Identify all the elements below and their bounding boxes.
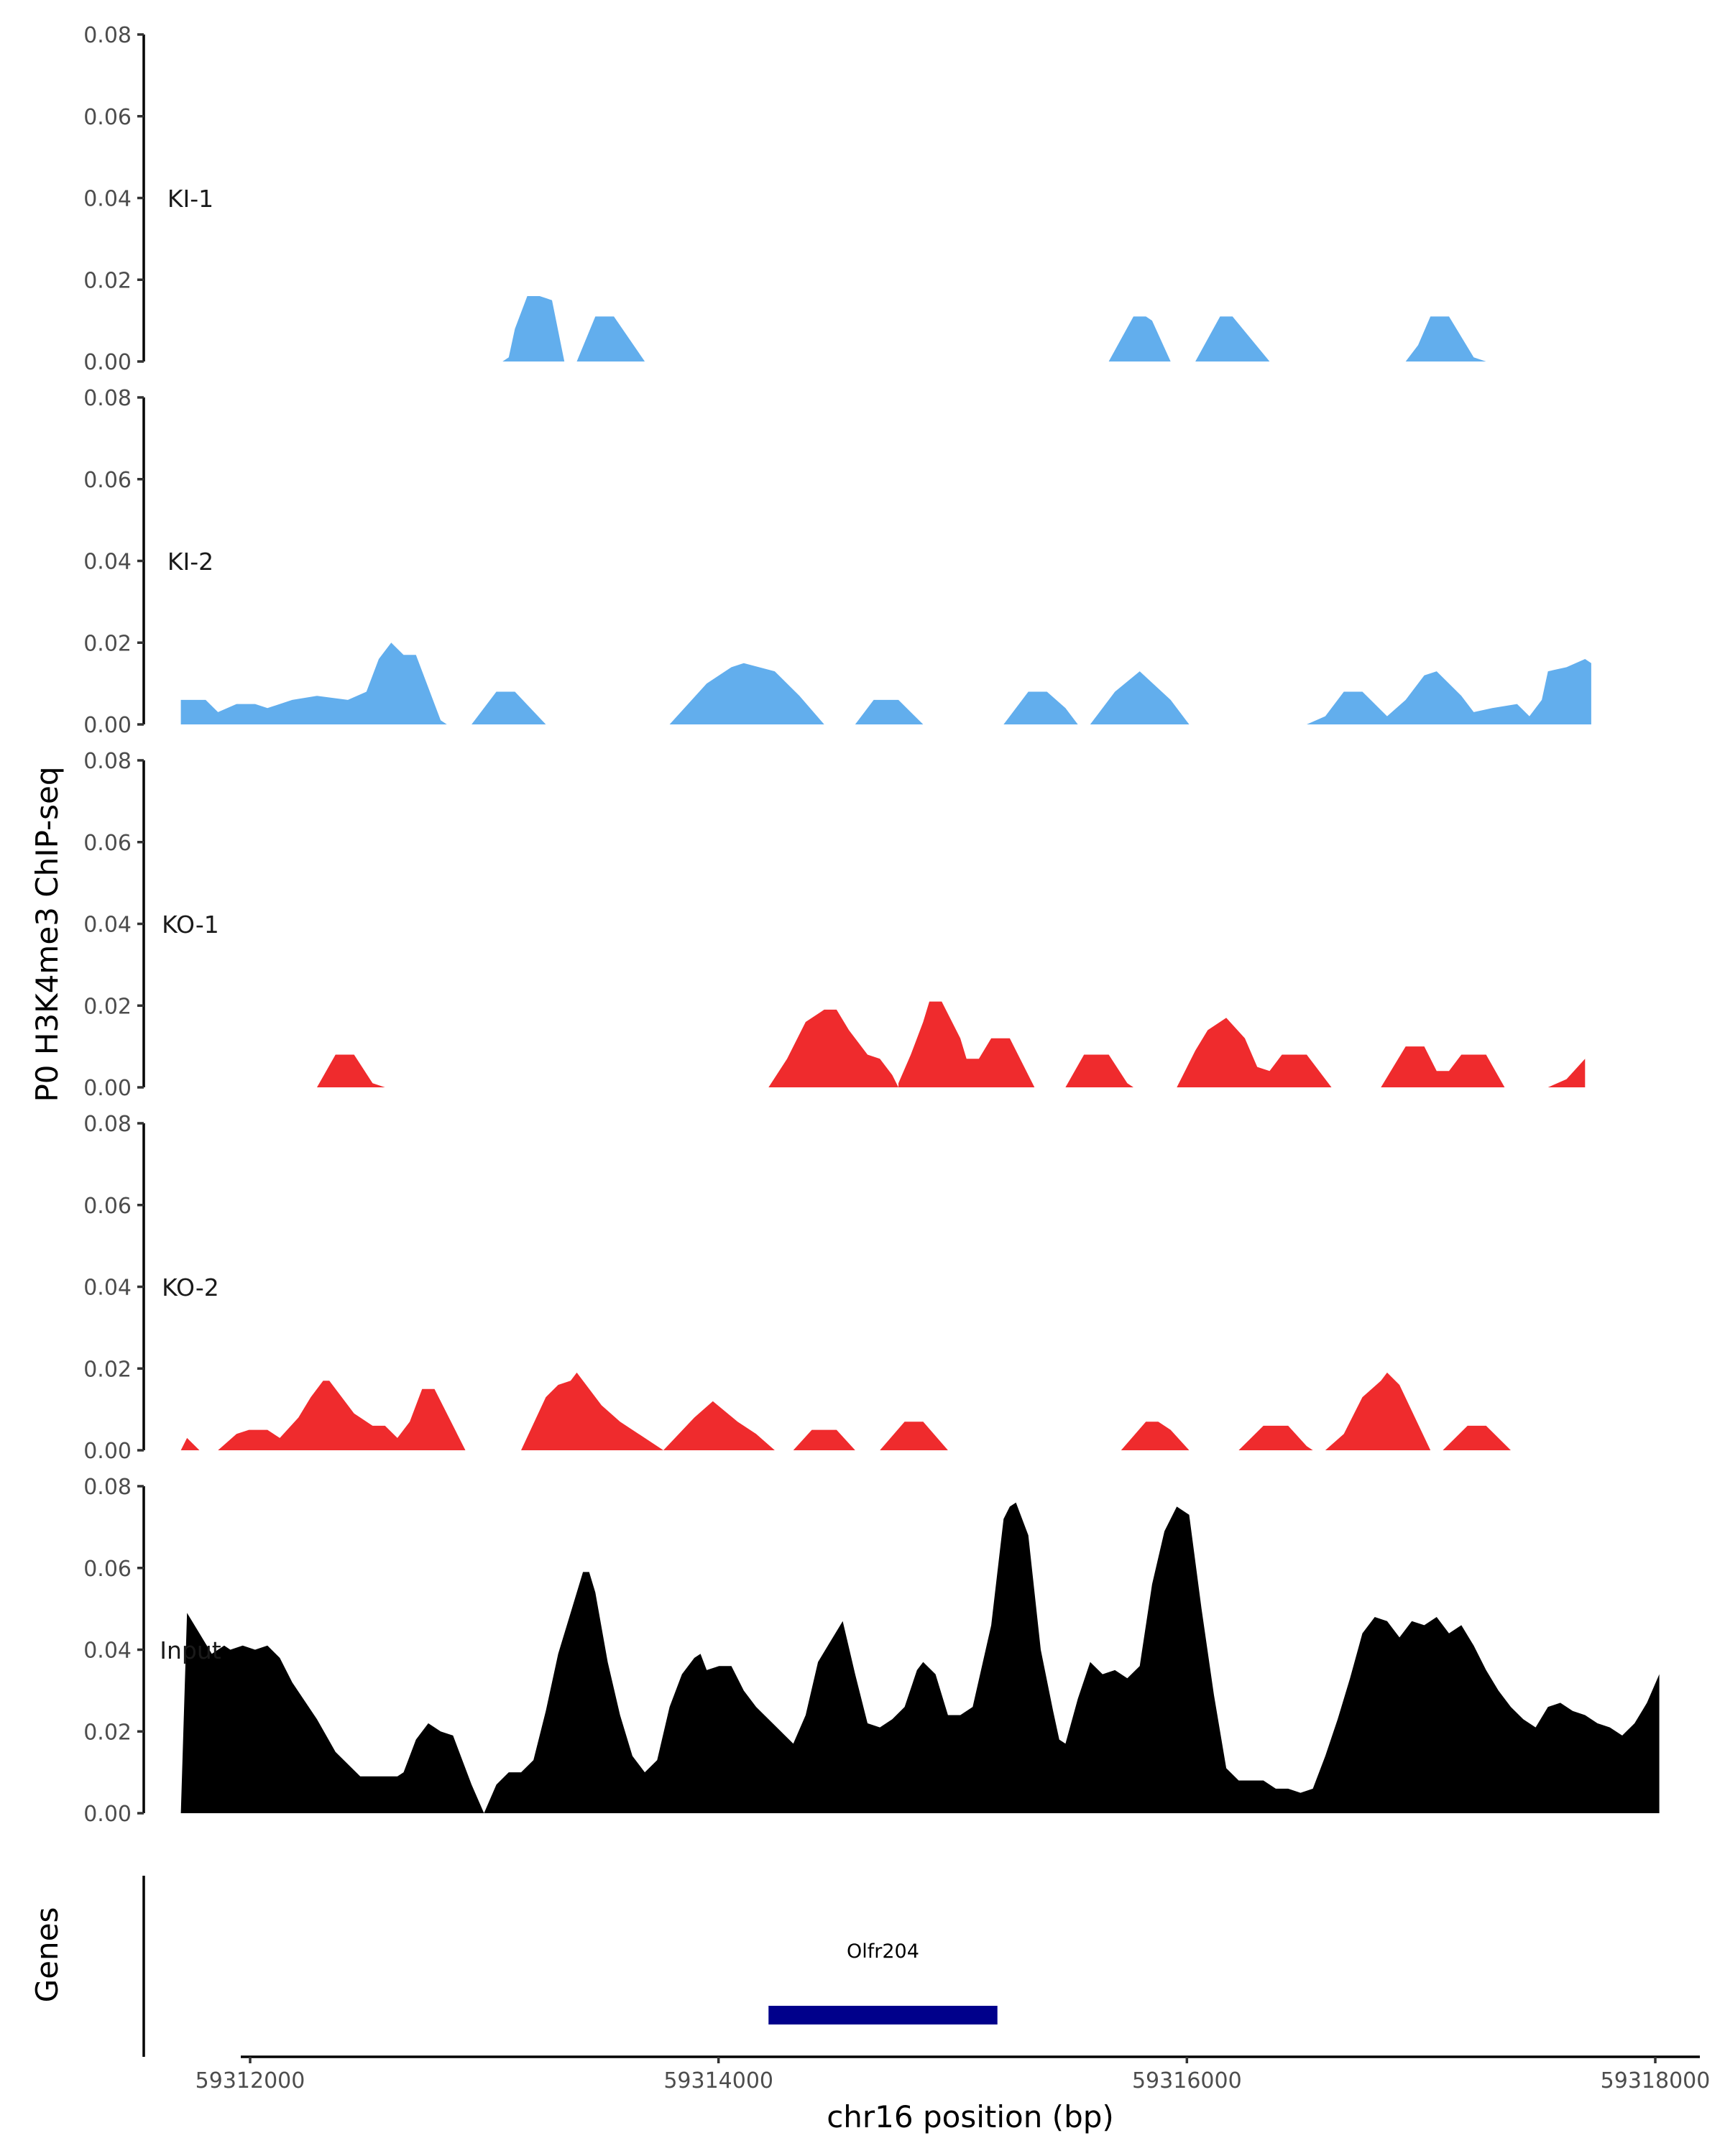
y-tick-label: 0.06 <box>83 468 132 493</box>
track-ko-2: 0.00 0.02 0.04 0.06 0.08 KO-2 <box>83 1112 1512 1464</box>
x-axis: 59312000 59314000 59316000 59318000 <box>196 2055 1711 2093</box>
y-tick-label: 0.00 <box>83 350 132 375</box>
track-panels: 0.00 0.02 0.04 0.06 0.08 KI-1 0.00 0.02 0.04 0.06… <box>83 23 1660 1827</box>
track-label: Input <box>160 1636 221 1664</box>
y-tick-label: 0.02 <box>83 631 132 656</box>
x-tick-label: 59314000 <box>663 2068 773 2093</box>
track-ki-2: 0.00 0.02 0.04 0.06 0.08 KI-2 <box>83 386 1591 738</box>
y-tick-label: 0.06 <box>83 831 132 856</box>
y-tick-label: 0.08 <box>83 1112 132 1137</box>
signal-area-ko-1 <box>317 1001 1586 1087</box>
y-tick-label: 0.06 <box>83 1194 132 1219</box>
y-tick-label: 0.04 <box>83 1276 132 1301</box>
y-tick-label: 0.02 <box>83 268 132 293</box>
track-input: 0.00 0.02 0.04 0.06 0.08 Input <box>83 1475 1660 1827</box>
genes-axis-title: Genes <box>29 1907 65 2003</box>
y-tick-label: 0.04 <box>83 1639 132 1664</box>
y-tick-label: 0.08 <box>83 749 132 774</box>
y-tick-label: 0.06 <box>83 105 132 130</box>
x-tick-label: 59318000 <box>1601 2068 1711 2093</box>
y-tick-label: 0.00 <box>83 713 132 738</box>
gene-label: Olfr204 <box>847 1940 919 1963</box>
y-tick-label: 0.02 <box>83 1357 132 1382</box>
x-tick-label: 59316000 <box>1132 2068 1242 2093</box>
y-tick-label: 0.00 <box>83 1802 132 1827</box>
signal-area-input <box>180 1502 1660 1813</box>
signal-area-ko-2 <box>180 1372 1512 1450</box>
y-tick-label: 0.06 <box>83 1557 132 1582</box>
y-axis-title: P0 H3K4me3 ChIP-seq <box>29 766 65 1102</box>
y-tick-label: 0.04 <box>83 913 132 938</box>
gene-bar <box>768 2006 998 2024</box>
y-tick-label: 0.08 <box>83 386 132 411</box>
x-tick-label: 59312000 <box>196 2068 305 2093</box>
y-tick-label: 0.04 <box>83 550 132 575</box>
track-label: KO-1 <box>162 911 219 939</box>
y-tick-label: 0.02 <box>83 994 132 1019</box>
y-tick-label: 0.08 <box>83 1475 132 1500</box>
track-ki-1: 0.00 0.02 0.04 0.06 0.08 KI-1 <box>83 23 1486 375</box>
track-ko-1: 0.00 0.02 0.04 0.06 0.08 KO-1 <box>83 749 1586 1101</box>
y-tick-label: 0.00 <box>83 1076 132 1101</box>
track-label: KI-2 <box>167 548 213 576</box>
y-tick-label: 0.00 <box>83 1439 132 1464</box>
signal-area-ki-2 <box>180 642 1591 724</box>
track-label: KO-2 <box>162 1273 219 1302</box>
signal-area-ki-1 <box>502 296 1486 361</box>
y-tick-label: 0.02 <box>83 1720 132 1745</box>
x-axis-title: chr16 position (bp) <box>827 2099 1114 2134</box>
y-tick-label: 0.04 <box>83 187 132 212</box>
genes-panel: Olfr204 <box>142 1876 998 2057</box>
y-tick-label: 0.08 <box>83 23 132 48</box>
track-label: KI-1 <box>167 185 213 213</box>
